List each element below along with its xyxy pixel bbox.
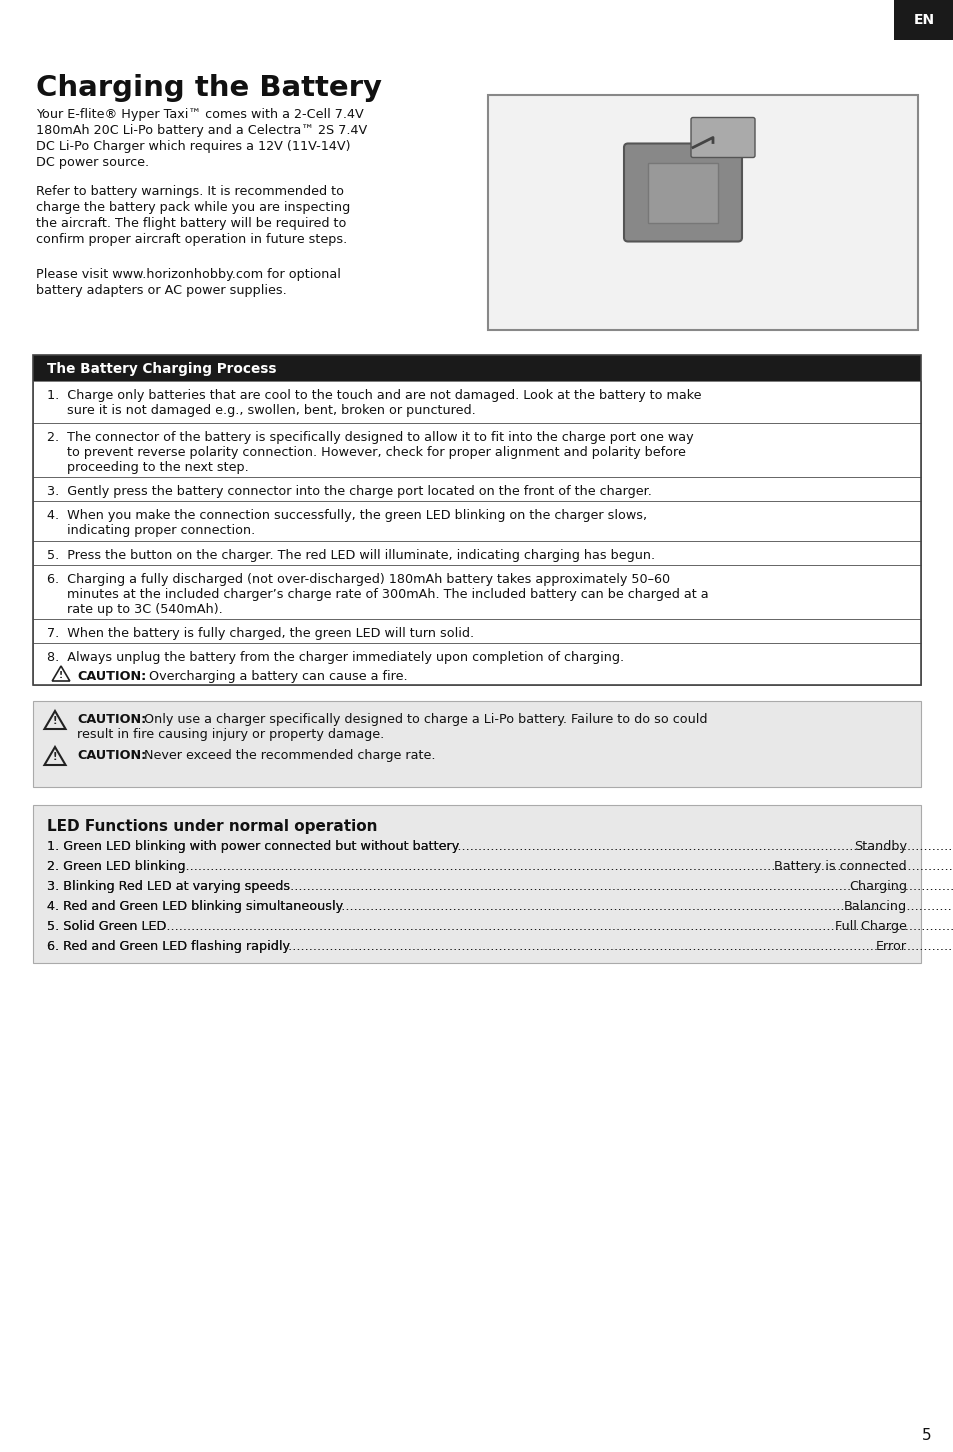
Text: CAUTION:: CAUTION: [77, 713, 146, 726]
Text: Please visit www.horizonhobby.com for optional: Please visit www.horizonhobby.com for op… [36, 269, 340, 282]
Text: 5: 5 [922, 1427, 931, 1442]
Text: 6. Red and Green LED flashing rapidly: 6. Red and Green LED flashing rapidly [47, 939, 290, 953]
Text: 1. Green LED blinking with power connected but without battery..................: 1. Green LED blinking with power connect… [47, 841, 953, 852]
Bar [488, 94, 917, 330]
Text: Charging the Battery: Charging the Battery [36, 74, 381, 102]
Text: DC power source.: DC power source. [36, 155, 149, 168]
Text: Refer to battery warnings. It is recommended to: Refer to battery warnings. It is recomme… [36, 184, 344, 197]
Text: EN: EN [912, 13, 934, 28]
Bar [33, 501, 920, 542]
Text: DC Li-Po Charger which requires a 12V (11V-14V): DC Li-Po Charger which requires a 12V (1… [36, 139, 350, 152]
Text: Balancing: Balancing [843, 900, 906, 913]
FancyBboxPatch shape [690, 118, 754, 157]
Text: charge the battery pack while you are inspecting: charge the battery pack while you are in… [36, 200, 350, 213]
Bar [33, 478, 920, 501]
FancyBboxPatch shape [647, 163, 718, 222]
Text: 3. Blinking Red LED at varying speeds: 3. Blinking Red LED at varying speeds [47, 880, 290, 893]
Text: Only use a charger specifically designed to charge a Li-Po battery. Failure to d: Only use a charger specifically designed… [140, 713, 707, 726]
Bar [893, 0, 953, 41]
Text: 5. Solid Green LED..............................................................: 5. Solid Green LED......................… [47, 921, 953, 934]
Text: 4. Red and Green LED blinking simultaneously: 4. Red and Green LED blinking simultaneo… [47, 900, 343, 913]
Bar [33, 423, 920, 478]
Text: CELECTRA: CELECTRA [667, 196, 738, 209]
Text: 4. Red and Green LED blinking simultaneously....................................: 4. Red and Green LED blinking simultaneo… [47, 900, 953, 913]
Text: Full Charge: Full Charge [834, 921, 906, 934]
Text: 8.  Always unplug the battery from the charger immediately upon completion of ch: 8. Always unplug the battery from the ch… [47, 650, 623, 664]
Text: LED Functions under normal operation: LED Functions under normal operation [47, 819, 377, 835]
Text: CAUTION:: CAUTION: [77, 749, 146, 762]
Bar [33, 354, 920, 685]
Text: the aircraft. The flight battery will be required to: the aircraft. The flight battery will be… [36, 216, 346, 229]
Text: Battery is connected: Battery is connected [774, 860, 906, 873]
Bar [33, 804, 920, 963]
Text: 6. Red and Green LED flashing rapidly...........................................: 6. Red and Green LED flashing rapidly...… [47, 939, 953, 953]
Text: The Battery Charging Process: The Battery Charging Process [47, 362, 276, 376]
Text: Charging: Charging [848, 880, 906, 893]
Text: 4.  When you make the connection successfully, the green LED blinking on the cha: 4. When you make the connection successf… [47, 510, 646, 537]
Text: battery adapters or AC power supplies.: battery adapters or AC power supplies. [36, 285, 287, 298]
Text: confirm proper aircraft operation in future steps.: confirm proper aircraft operation in fut… [36, 232, 347, 245]
Bar [33, 701, 920, 787]
Text: Error: Error [875, 939, 906, 953]
Text: Your E-flite® Hyper Taxi™ comes with a 2-Cell 7.4V: Your E-flite® Hyper Taxi™ comes with a 2… [36, 107, 363, 121]
Text: 6.  Charging a fully discharged (not over-discharged) 180mAh battery takes appro: 6. Charging a fully discharged (not over… [47, 574, 708, 616]
Text: 1. Green LED blinking with power connected but without battery: 1. Green LED blinking with power connect… [47, 841, 458, 852]
Text: !: ! [52, 716, 57, 726]
Text: 1.  Charge only batteries that are cool to the touch and are not damaged. Look a: 1. Charge only batteries that are cool t… [47, 389, 700, 417]
Text: 5. Solid Green LED: 5. Solid Green LED [47, 921, 166, 934]
Text: 5.  Press the button on the charger. The red LED will illuminate, indicating cha: 5. Press the button on the charger. The … [47, 549, 655, 562]
Text: 7.  When the battery is fully charged, the green LED will turn solid.: 7. When the battery is fully charged, th… [47, 627, 474, 640]
Text: CAUTION:: CAUTION: [77, 669, 146, 682]
Bar [33, 619, 920, 643]
FancyBboxPatch shape [623, 144, 741, 241]
Bar [33, 354, 920, 380]
Text: 2. Green LED blinking...........................................................: 2. Green LED blinking...................… [47, 860, 953, 873]
Bar [33, 380, 920, 423]
Text: 3.  Gently press the battery connector into the charge port located on the front: 3. Gently press the battery connector in… [47, 485, 651, 498]
Text: Never exceed the recommended charge rate.: Never exceed the recommended charge rate… [140, 749, 435, 762]
Bar [33, 565, 920, 619]
Text: result in fire causing injury or property damage.: result in fire causing injury or propert… [77, 727, 384, 741]
Text: 3. Blinking Red LED at varying speeds...........................................: 3. Blinking Red LED at varying speeds...… [47, 880, 953, 893]
Text: 2. Green LED blinking: 2. Green LED blinking [47, 860, 185, 873]
Text: !: ! [59, 671, 63, 680]
Bar [33, 643, 920, 685]
Text: 2.  The connector of the battery is specifically designed to allow it to fit int: 2. The connector of the battery is speci… [47, 431, 693, 473]
Text: Overcharging a battery can cause a fire.: Overcharging a battery can cause a fire. [145, 669, 407, 682]
Bar [33, 542, 920, 565]
Text: Standby: Standby [853, 841, 906, 852]
Text: !: ! [52, 752, 57, 762]
Text: 180mAh 20C Li-Po battery and a Celectra™ 2S 7.4V: 180mAh 20C Li-Po battery and a Celectra™… [36, 123, 367, 136]
